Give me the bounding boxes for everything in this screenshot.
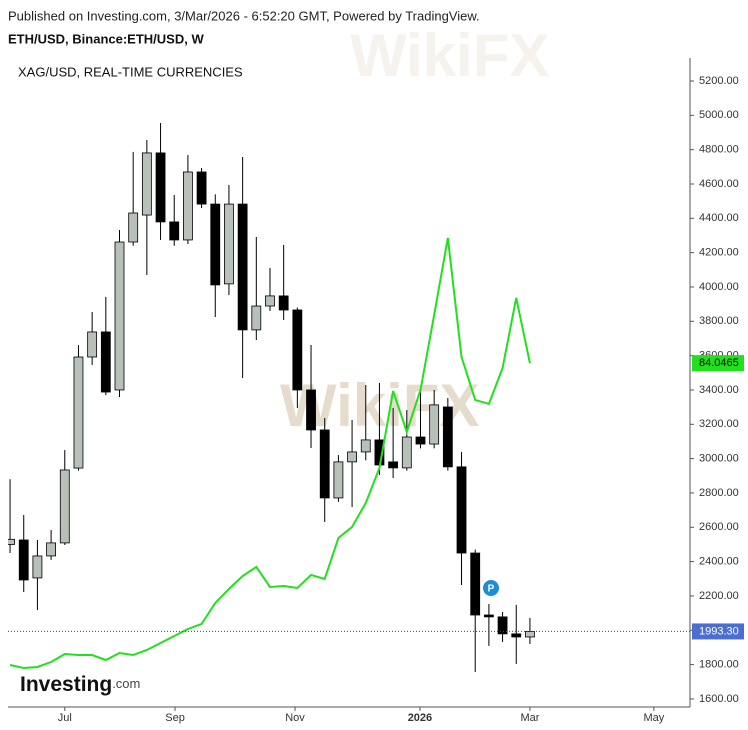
x-tick-label: May <box>643 712 664 724</box>
candle-body <box>114 241 125 391</box>
candle-body <box>265 295 275 307</box>
y-tick-label: 3000.00 <box>699 453 739 465</box>
y-tick-label: 2600.00 <box>699 521 739 533</box>
y-tick-label: 1600.00 <box>699 693 739 705</box>
candle-body <box>333 461 344 499</box>
candle-body <box>442 406 453 468</box>
y-tick-label: 2800.00 <box>699 487 739 499</box>
candle-body <box>18 539 29 581</box>
candle-body <box>470 552 481 616</box>
candle-body <box>169 221 180 241</box>
y-tick-label: 5200.00 <box>699 75 739 87</box>
candle-body <box>483 614 494 618</box>
candle-body <box>100 331 111 393</box>
candle-body <box>32 555 43 579</box>
overlay-line <box>9 237 531 670</box>
y-tick-label: 5000.00 <box>699 109 739 121</box>
candle-body <box>8 538 15 545</box>
candle-body <box>251 305 262 331</box>
candle-body <box>292 309 303 391</box>
x-tick-label: Mar <box>520 712 539 724</box>
candle-body <box>306 389 316 431</box>
candle-body <box>73 356 84 469</box>
candle-body <box>59 469 70 544</box>
overlay-last-box <box>692 355 744 372</box>
y-tick-label: 4200.00 <box>699 247 739 259</box>
candle-body <box>46 542 56 557</box>
y-tick-label: 1800.00 <box>699 659 739 671</box>
overlay-title: XAG/USD, REAL-TIME CURRENCIES <box>18 64 243 79</box>
candle-body <box>525 631 535 638</box>
candle-body <box>278 295 289 311</box>
y-tick-label: 4400.00 <box>699 212 739 224</box>
candle-body <box>497 616 508 635</box>
candle-body <box>319 429 330 499</box>
candle-body <box>360 439 371 453</box>
watermark: WikiFX <box>350 22 549 89</box>
candle-body <box>128 212 139 243</box>
candle-body <box>456 466 467 554</box>
candle-body <box>155 152 166 223</box>
marker: P <box>483 580 499 596</box>
y-tick-label: 3800.00 <box>699 315 739 327</box>
x-tick-label: 2026 <box>408 712 432 724</box>
last-price-label: 1993.30 <box>699 625 739 637</box>
plot-area <box>8 123 535 672</box>
candle-body <box>401 436 412 469</box>
candle-body <box>388 461 399 469</box>
y-tick-label: 4800.00 <box>699 144 739 156</box>
published: Published on Investing.com, 3/Mar/2026 -… <box>8 8 480 23</box>
overlay-last-label: 84.0465 <box>699 357 739 369</box>
main-title: ETH/USD, Binance:ETH/USD, W <box>8 31 204 46</box>
candle-body <box>415 436 426 445</box>
candle-body <box>347 451 357 463</box>
x-tick-label: Sep <box>165 712 185 724</box>
logo-suffix: .com <box>112 676 140 691</box>
y-tick-label: 3200.00 <box>699 418 739 430</box>
candle-body <box>429 404 440 445</box>
x-tick-label: Nov <box>285 712 305 724</box>
x-tick-label: Jul <box>58 712 72 724</box>
candle-body <box>87 331 98 358</box>
y-tick-label: 2200.00 <box>699 590 739 602</box>
y-tick-label: 2400.00 <box>699 556 739 568</box>
y-tick-label: 3400.00 <box>699 384 739 396</box>
logo-main: Investing <box>20 673 112 696</box>
last-price-box <box>692 623 744 640</box>
candle-body <box>210 203 221 286</box>
y-tick-label: 4000.00 <box>699 281 739 293</box>
candle-body <box>183 171 193 241</box>
candle-body <box>196 171 207 205</box>
marker-label: P <box>488 584 495 595</box>
logo: Investing.com <box>20 673 140 696</box>
candle-body <box>141 152 152 216</box>
y-tick-label: 4600.00 <box>699 178 739 190</box>
candle-body <box>224 203 234 285</box>
candle-body <box>237 203 248 331</box>
candle-body <box>511 633 522 638</box>
marker-circle <box>483 580 499 596</box>
